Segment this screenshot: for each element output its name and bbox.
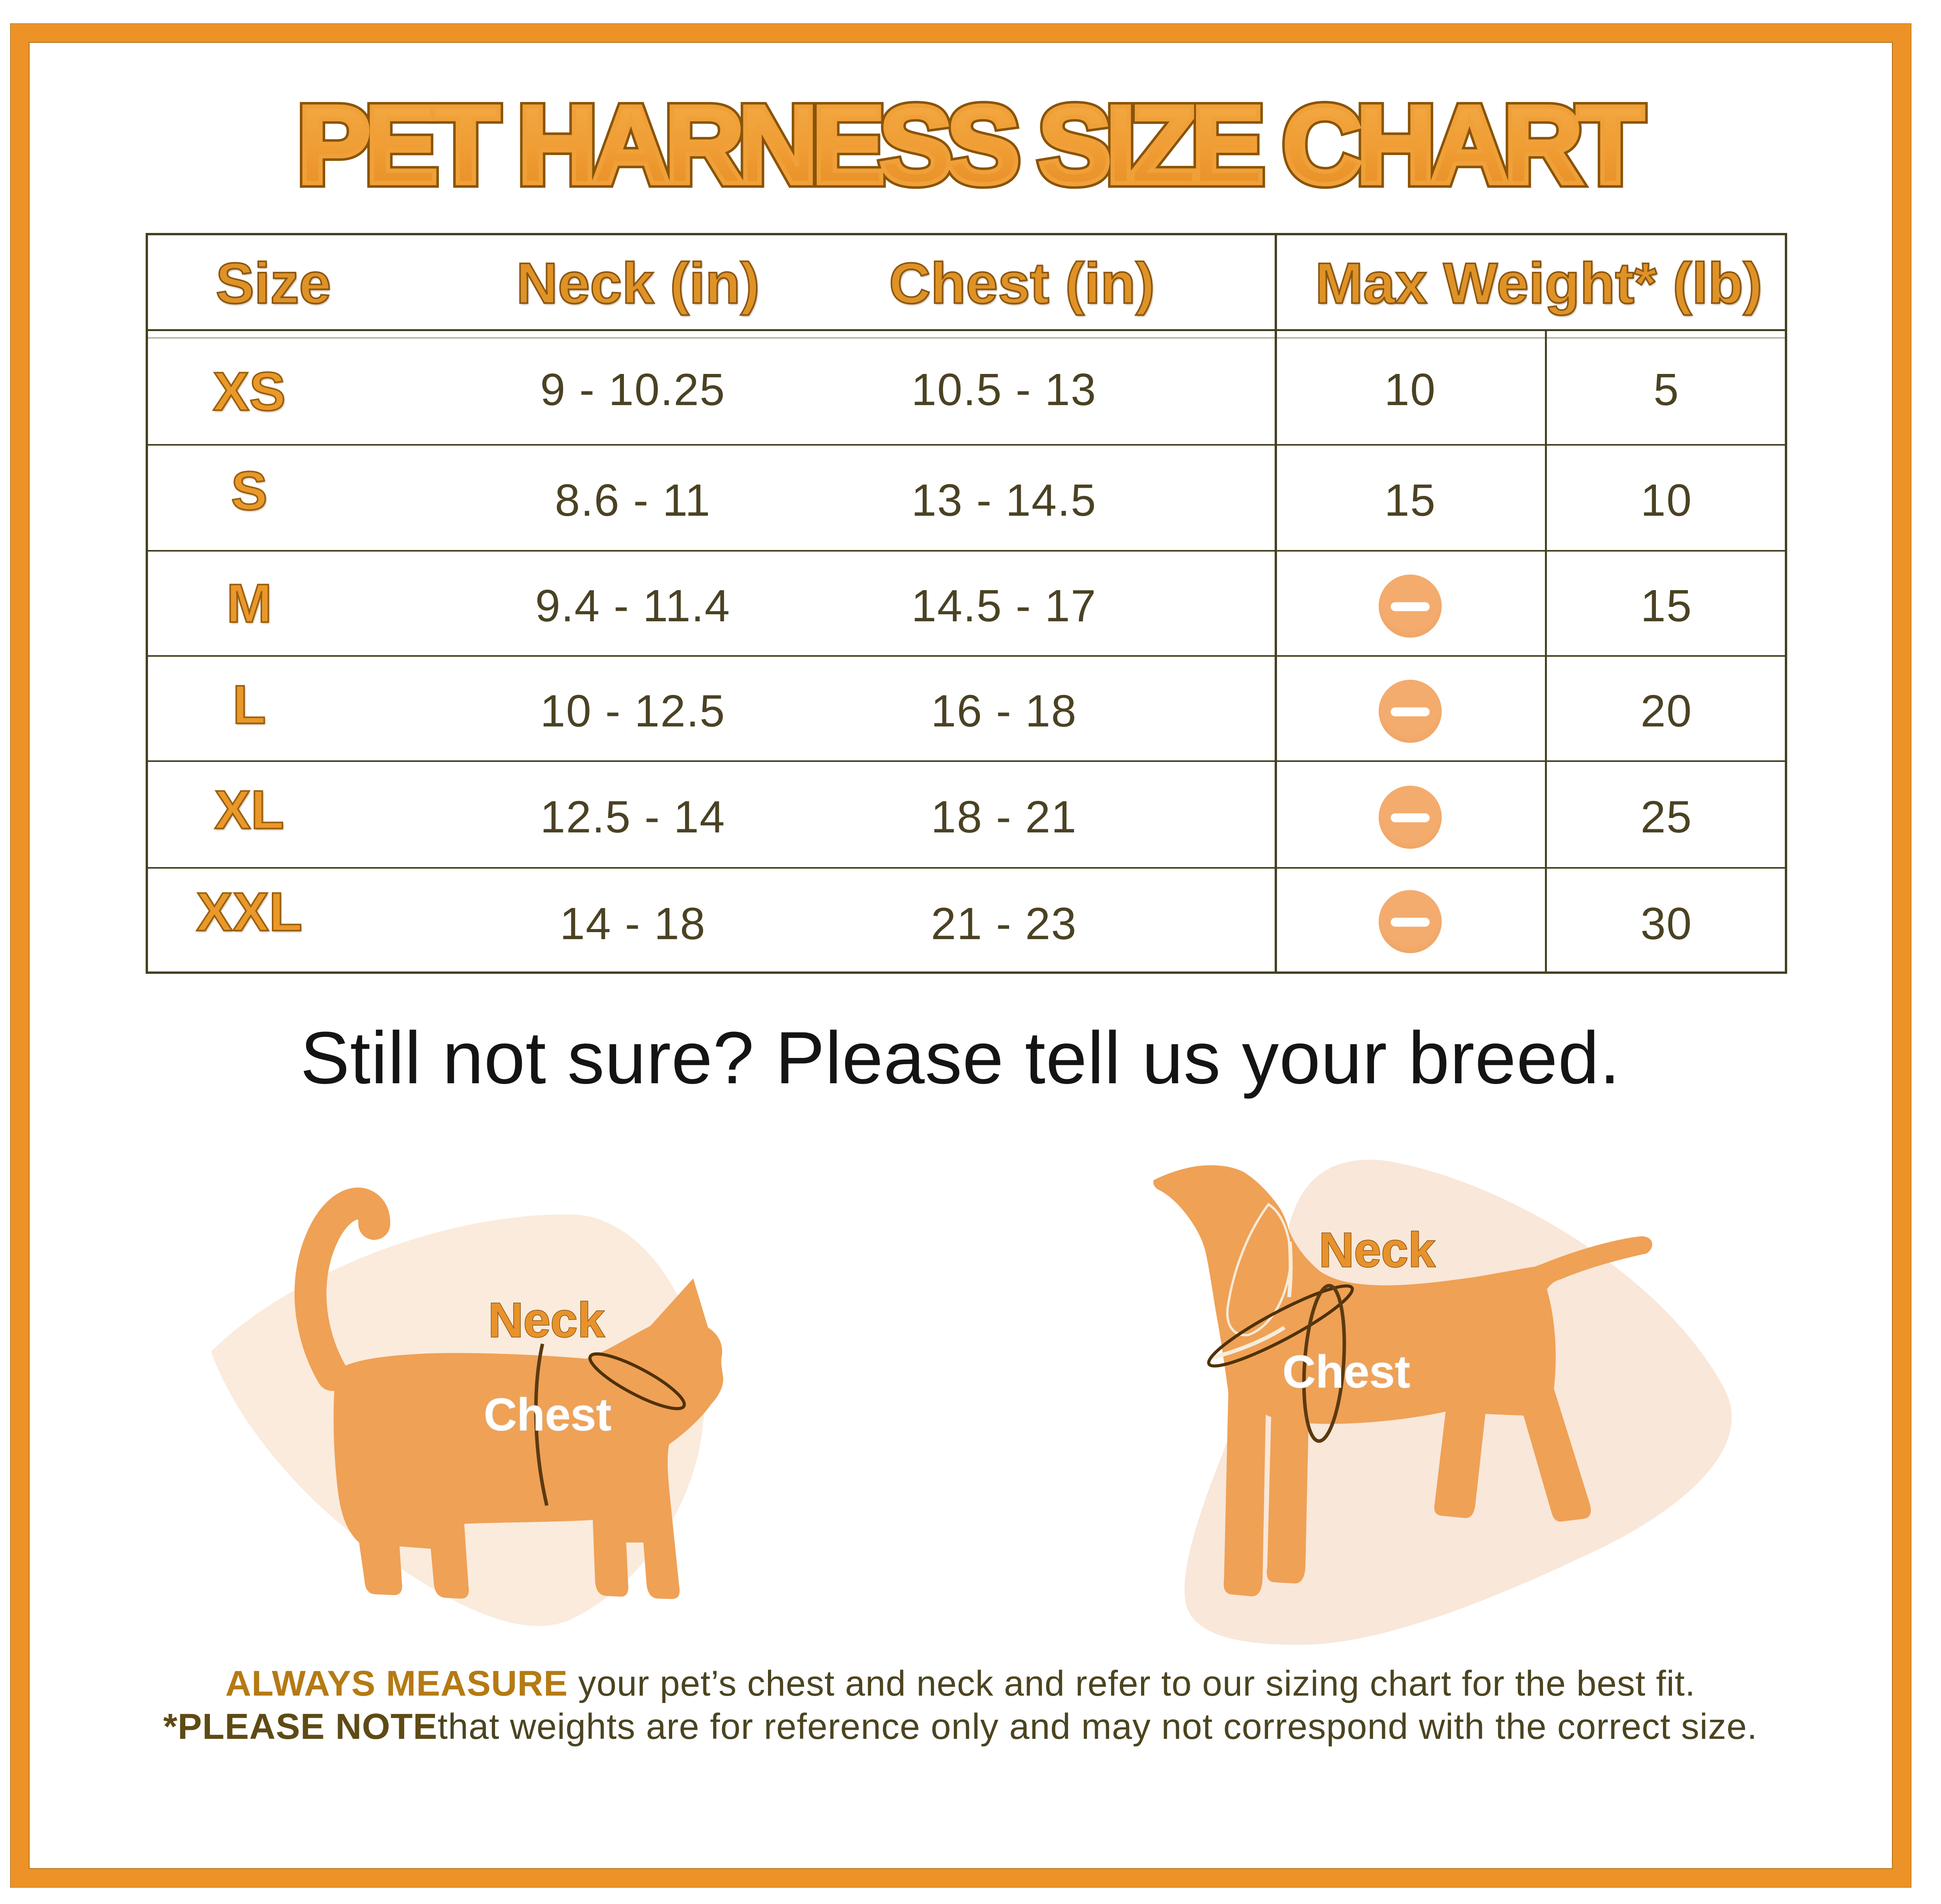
- svg-text:Neck: Neck: [488, 1293, 605, 1347]
- svg-text:Chest: Chest: [484, 1389, 611, 1440]
- svg-text:Neck: Neck: [1319, 1223, 1435, 1277]
- svg-text:Chest: Chest: [1282, 1346, 1410, 1398]
